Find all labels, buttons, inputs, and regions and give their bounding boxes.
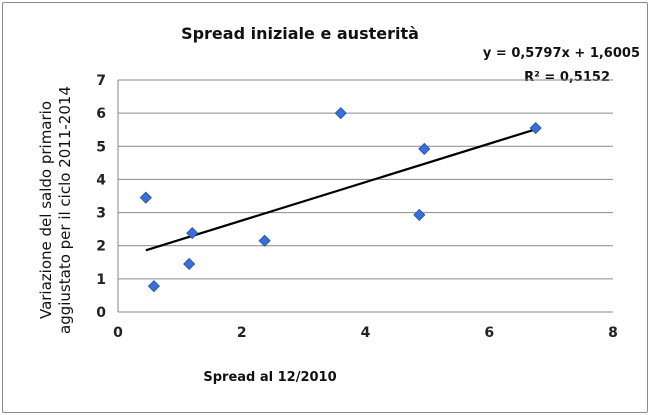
- gridlines: [118, 79, 613, 280]
- y-tick-label: 0: [96, 305, 106, 321]
- y-axis-label: Variazione del saldo primario aggiustato…: [37, 60, 77, 360]
- data-point: [258, 234, 271, 247]
- axes: [117, 80, 613, 313]
- y-tick-label: 7: [96, 73, 106, 89]
- y-axis-label-line-2: aggiustato per il ciclo 2011-2014: [56, 86, 74, 334]
- data-point: [413, 208, 426, 221]
- data-point: [183, 257, 196, 271]
- y-tick-label: 5: [96, 139, 106, 155]
- data-point: [139, 191, 152, 204]
- y-tick-label: 3: [96, 206, 106, 222]
- trendline-equation: y = 0,5797x + 1,6005: [482, 46, 640, 61]
- data-point: [147, 280, 160, 293]
- y-tick-label: 2: [96, 239, 106, 255]
- x-axis-label: Spread al 12/2010: [203, 370, 337, 385]
- y-tick-label: 1: [96, 272, 106, 288]
- trendline: [145, 128, 536, 252]
- data-points: [139, 107, 542, 293]
- x-tick-label: 6: [484, 325, 494, 341]
- y-axis-label-line-1: Variazione del saldo primario: [37, 100, 55, 320]
- data-point: [186, 227, 199, 240]
- y-tick-label: 4: [96, 172, 106, 188]
- data-point: [529, 121, 542, 135]
- x-tick-label: 4: [361, 325, 371, 341]
- y-tick-label: 6: [96, 106, 106, 122]
- x-tick-label: 2: [237, 325, 247, 341]
- tick-labels: 0 1 2 3 4 5 6 7 0 2 4 6 8: [96, 73, 618, 341]
- chart-title: Spread iniziale e austerità: [181, 24, 419, 43]
- trendline-r2: R² = 0,5152: [524, 70, 610, 85]
- x-tick-label: 0: [113, 325, 123, 341]
- x-tick-label: 8: [608, 325, 618, 341]
- data-point: [334, 107, 347, 120]
- data-point: [418, 142, 431, 156]
